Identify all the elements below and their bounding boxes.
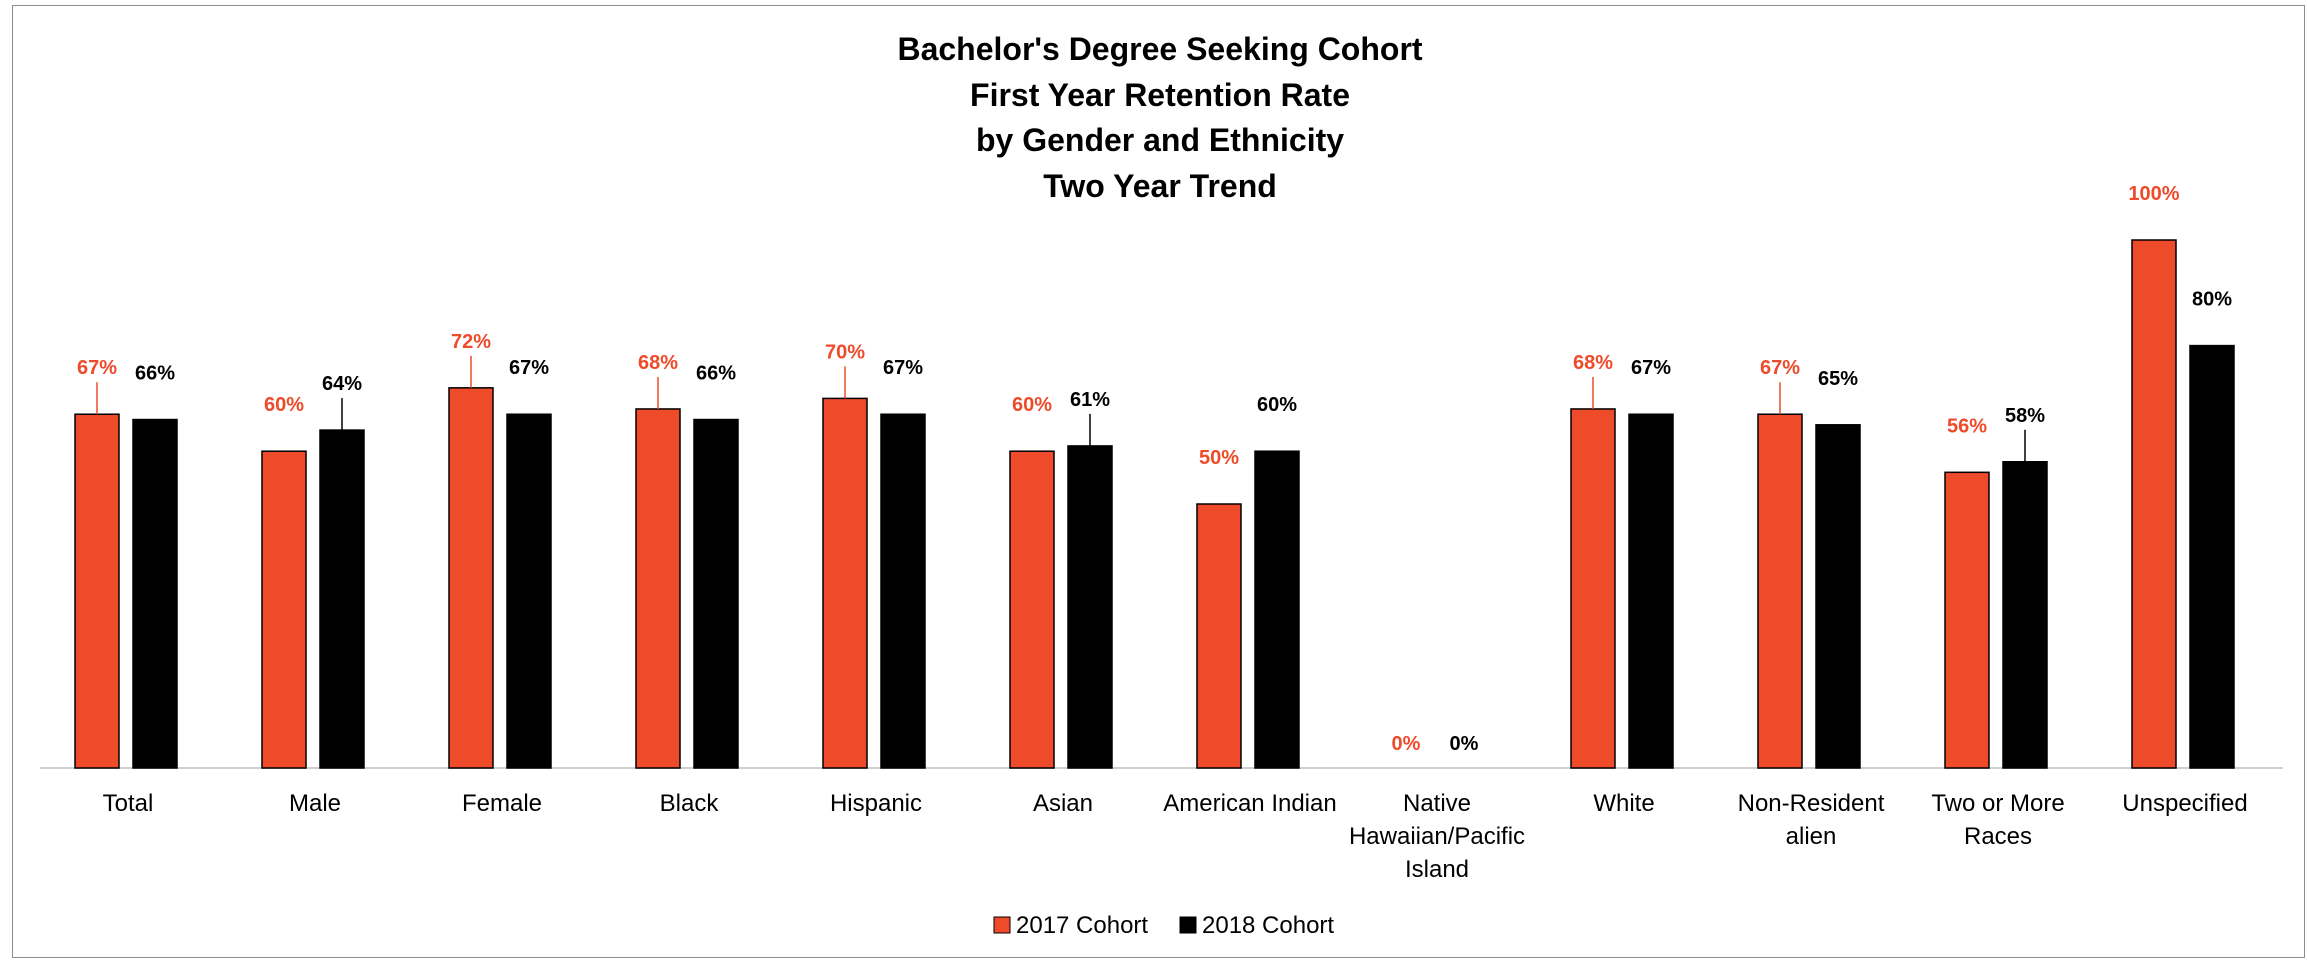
bar-s0-c2 [448, 387, 494, 769]
category-label-7-line-1: Hawaiian/Pacific [1349, 823, 1525, 850]
value-label-s1-c11: 80% [2192, 289, 2232, 311]
value-label-s1-c8: 67% [1631, 357, 1671, 379]
chart-title-line-1: Bachelor's Degree Seeking Cohort [897, 31, 1422, 67]
category-label-2-line-0: Female [462, 790, 542, 817]
bar-s1-c2 [506, 413, 552, 769]
bar-s0-c10 [1944, 471, 1990, 769]
bar-s0-c8 [1570, 408, 1616, 769]
bar-s1-c1 [319, 429, 365, 769]
value-label-s1-c5: 61% [1070, 389, 1110, 411]
value-label-s0-c10: 56% [1947, 415, 1987, 437]
category-label-10-line-0: Two or More [1931, 790, 2064, 817]
bar-s1-c6 [1254, 450, 1300, 769]
value-label-s1-c1: 64% [322, 373, 362, 395]
category-label-11-line-0: Unspecified [2122, 790, 2247, 817]
category-label-5-line-0: Asian [1033, 790, 1093, 817]
value-label-s0-c3: 68% [638, 352, 678, 374]
bar-s0-c11 [2131, 239, 2177, 769]
category-label-7-line-0: Native [1403, 790, 1471, 817]
bar-s1-c5 [1067, 445, 1113, 769]
bar-s0-c1 [261, 450, 307, 769]
value-label-s1-c9: 65% [1818, 368, 1858, 390]
category-label-9-line-0: Non-Resident [1738, 790, 1885, 817]
bar-s1-c0 [132, 418, 178, 769]
legend-swatch-0 [993, 916, 1011, 934]
value-label-s0-c2: 72% [451, 331, 491, 353]
category-labels-layer: Total Male Female Black Hispanic Asian America… [103, 790, 2248, 883]
bar-s1-c11 [2189, 344, 2235, 769]
value-label-s0-c9: 67% [1760, 357, 1800, 379]
category-label-9-line-1: alien [1786, 823, 1837, 850]
legend: 2017 Cohort 2018 Cohort [993, 912, 1334, 939]
category-label-0-line-0: Total [103, 790, 154, 817]
category-label-7-line-2: Island [1405, 856, 1469, 883]
bar-s1-c3 [693, 418, 739, 769]
value-label-s1-c0: 66% [135, 363, 175, 385]
chart-title-line-2: First Year Retention Rate [970, 77, 1350, 113]
bars-layer [74, 239, 2235, 769]
bar-s0-c0 [74, 413, 120, 769]
value-label-s0-c7: 0% [1392, 733, 1421, 755]
bar-s0-c6 [1196, 503, 1242, 769]
value-label-s0-c5: 60% [1012, 394, 1052, 416]
bar-s0-c4 [822, 397, 868, 769]
category-label-8-line-0: White [1593, 790, 1654, 817]
legend-label-1: 2018 Cohort [1202, 912, 1334, 939]
bar-s1-c4 [880, 413, 926, 769]
legend-swatch-1 [1179, 916, 1197, 934]
legend-label-0: 2017 Cohort [1016, 912, 1148, 939]
category-label-4-line-0: Hispanic [830, 790, 922, 817]
value-label-s0-c6: 50% [1199, 447, 1239, 469]
bar-s0-c5 [1009, 450, 1055, 769]
chart-title: Bachelor's Degree Seeking Cohort First Y… [897, 31, 1422, 204]
value-label-s0-c8: 68% [1573, 352, 1613, 374]
value-labels-layer: 67% 66% 60% 64% 72% 67% 68% 66% 70% 67% 60% 61% 50% 6… [77, 183, 2232, 755]
chart-title-line-3: by Gender and Ethnicity [976, 122, 1344, 158]
value-label-s0-c4: 70% [825, 341, 865, 363]
category-label-1-line-0: Male [289, 790, 341, 817]
value-label-s1-c2: 67% [509, 357, 549, 379]
bar-s1-c9 [1815, 424, 1861, 769]
bar-s0-c3 [635, 408, 681, 769]
bar-s1-c8 [1628, 413, 1674, 769]
category-label-3-line-0: Black [660, 790, 720, 817]
value-label-s1-c6: 60% [1257, 394, 1297, 416]
bar-s0-c9 [1757, 413, 1803, 769]
chart-title-line-4: Two Year Trend [1043, 168, 1277, 204]
chart-frame [12, 5, 2305, 958]
category-label-6-line-0: American Indian [1163, 790, 1336, 817]
value-label-s0-c11: 100% [2128, 183, 2179, 205]
category-label-10-line-1: Races [1964, 823, 2032, 850]
value-label-s1-c3: 66% [696, 363, 736, 385]
value-label-s1-c4: 67% [883, 357, 923, 379]
value-label-s1-c7: 0% [1450, 733, 1479, 755]
value-label-s0-c1: 60% [264, 394, 304, 416]
value-label-s0-c0: 67% [77, 357, 117, 379]
value-label-s1-c10: 58% [2005, 405, 2045, 427]
bar-s1-c10 [2002, 461, 2048, 769]
